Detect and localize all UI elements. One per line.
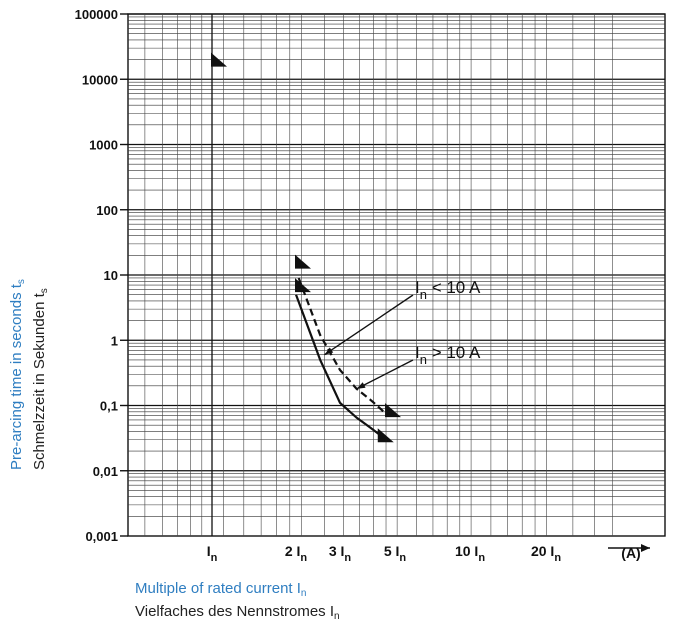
series-line-0: [294, 294, 385, 439]
x-axis-label: Multiple of rated current In Vielfaches …: [135, 580, 340, 626]
y-axis-label: Pre-arcing time in seconds ts Schmelzzei…: [8, 210, 54, 470]
annotation-label: In > 10 A: [415, 343, 481, 367]
y-tick-label: 1000: [89, 138, 118, 153]
x-tick-labels: In 2 In 3 In 5 In 10 In 20 In (A): [207, 543, 641, 564]
y-tick-label: 100000: [75, 7, 118, 22]
x-axis-label-de: Vielfaches des Nennstromes In: [135, 603, 340, 622]
y-axis-label-de: Schmelzzeit in Sekunden ts: [31, 288, 50, 470]
x-axis-label-en: Multiple of rated current In: [135, 580, 307, 599]
marker-triangle: [295, 254, 311, 269]
y-axis-label-en: Pre-arcing time in seconds ts: [8, 279, 27, 470]
y-tick-label: 1: [111, 333, 118, 348]
series: [294, 277, 387, 439]
y-tick-label: 0,1: [100, 399, 118, 414]
marker-triangle: [295, 278, 311, 293]
x-tick-label: 2 In: [285, 543, 308, 564]
y-tick-labels: 100000 10000 1000 100 10 1 0,1 0,01 0,001: [75, 7, 118, 544]
x-tick-label: 3 In: [329, 543, 352, 564]
annotation-arrowhead: [324, 347, 334, 355]
x-tick-label: 5 In: [384, 543, 407, 564]
annotation-leader: [356, 359, 414, 390]
marker-triangle: [211, 52, 227, 67]
x-axis-arrow-head: [641, 544, 650, 552]
annotation-label: In < 10 A: [415, 278, 481, 302]
y-tick-label: 100: [96, 203, 118, 218]
x-tick-label: 10 In: [455, 543, 485, 564]
y-tick-label: 10000: [82, 72, 118, 87]
y-tick-label: 0,001: [85, 529, 118, 544]
x-tick-label: In: [207, 543, 218, 564]
y-tick-label: 0,01: [93, 464, 118, 479]
annotations: In < 10 A In > 10 A: [324, 278, 481, 390]
series-line-1: [297, 277, 387, 415]
annotation-arrowhead: [356, 382, 366, 389]
marker-triangle: [385, 403, 402, 418]
markers: [211, 52, 402, 443]
marker-triangle: [377, 428, 394, 443]
y-tick-label: 10: [104, 268, 118, 283]
annotation-leader: [324, 294, 414, 356]
axes: [120, 13, 650, 552]
x-tick-label: 20 In: [531, 543, 561, 564]
grid: [127, 13, 666, 537]
x-unit-label: (A): [621, 545, 640, 561]
